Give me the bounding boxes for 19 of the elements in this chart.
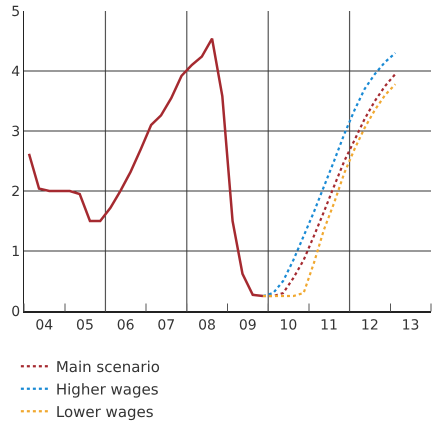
x-tick-label: 05 bbox=[76, 318, 94, 334]
x-tick-label: 08 bbox=[198, 318, 216, 334]
x-tick-label: 10 bbox=[279, 318, 298, 334]
y-tick-label: 0 bbox=[11, 304, 20, 320]
legend-label: Higher wages bbox=[56, 380, 159, 399]
y-tick-label: 2 bbox=[11, 184, 20, 200]
x-tick-label: 09 bbox=[238, 318, 257, 334]
x-tick-label: 04 bbox=[35, 318, 54, 334]
x-tick-label: 13 bbox=[402, 318, 420, 334]
x-tick-label: 12 bbox=[360, 318, 379, 334]
x-tick-label: 07 bbox=[157, 318, 176, 334]
legend-label: Main scenario bbox=[56, 358, 160, 376]
y-tick-label: 1 bbox=[11, 244, 20, 260]
y-tick-label: 5 bbox=[11, 4, 20, 20]
x-tick-label: 06 bbox=[116, 318, 135, 334]
legend-label: Lower wages bbox=[56, 403, 154, 422]
y-tick-label: 4 bbox=[11, 64, 20, 80]
y-tick-label: 3 bbox=[11, 124, 20, 140]
x-tick-label: 11 bbox=[320, 318, 338, 334]
